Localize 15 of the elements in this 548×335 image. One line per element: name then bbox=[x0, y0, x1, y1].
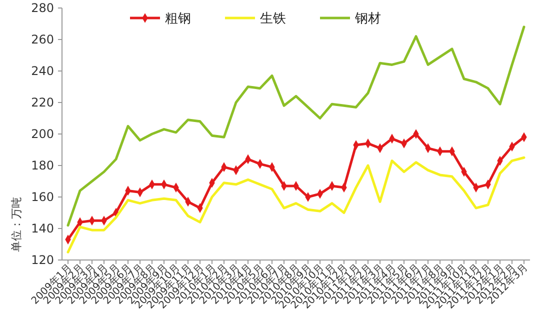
y-tick-label: 280 bbox=[31, 1, 54, 16]
line-series bbox=[66, 156, 526, 254]
legend-label: 粗钢 bbox=[165, 12, 191, 27]
legend-label: 生铁 bbox=[260, 12, 286, 27]
y-tick-label: 120 bbox=[31, 253, 54, 268]
line-series bbox=[66, 26, 526, 227]
y-tick-label: 260 bbox=[31, 32, 54, 47]
y-axis-title: 单位：万吨 bbox=[10, 197, 23, 252]
y-tick-label: 200 bbox=[31, 127, 54, 142]
y-tick-label: 140 bbox=[31, 222, 54, 236]
y-tick-label: 160 bbox=[31, 190, 54, 204]
y-tick-label: 240 bbox=[31, 64, 54, 78]
y-tick-label: 220 bbox=[31, 96, 54, 110]
y-tick-label: 180 bbox=[31, 158, 54, 173]
legend-label: 钢材 bbox=[354, 12, 381, 27]
